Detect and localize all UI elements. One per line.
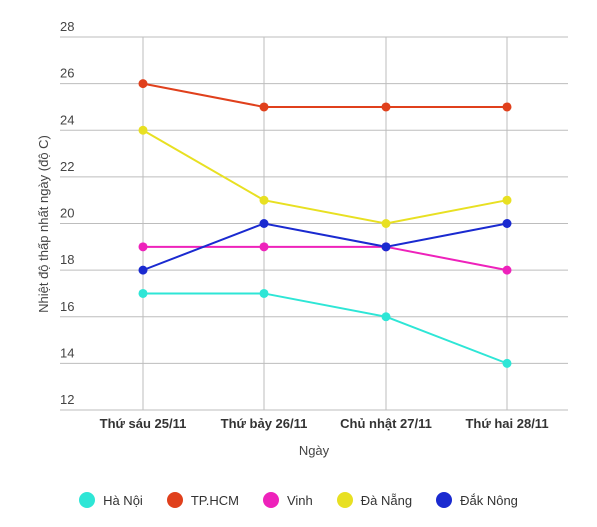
data-point bbox=[502, 195, 512, 205]
legend-item: Vinh bbox=[262, 492, 313, 508]
y-tick-label: 20 bbox=[60, 206, 74, 221]
gridlines bbox=[60, 36, 568, 411]
legend-item: Hà Nội bbox=[79, 492, 143, 508]
x-tick-label: Chủ nhật 27/11 bbox=[340, 416, 432, 431]
data-point bbox=[381, 102, 391, 112]
y-tick-label: 22 bbox=[60, 159, 74, 174]
legend-marker bbox=[79, 492, 96, 508]
legend-label: Hà Nội bbox=[103, 492, 143, 508]
legend-marker bbox=[436, 492, 453, 508]
data-point bbox=[381, 219, 391, 228]
x-axis-label: Ngày bbox=[299, 443, 330, 458]
data-point bbox=[381, 242, 391, 252]
series-line bbox=[143, 292, 508, 365]
data-point bbox=[138, 125, 148, 135]
data-point bbox=[138, 79, 148, 89]
line-chart: 12 14 16 18 20 22 24 26 28 Thứ sáu 25/11 Thứ bảy … bbox=[36, 19, 568, 458]
x-tick-label: Thứ sáu 25/11 bbox=[100, 416, 187, 431]
series-line bbox=[142, 82, 507, 108]
y-tick-label: 12 bbox=[60, 392, 74, 407]
y-tick-label: 18 bbox=[60, 252, 74, 267]
data-point bbox=[502, 358, 512, 368]
y-tick-label: 14 bbox=[60, 345, 74, 360]
y-tick-label: 16 bbox=[60, 299, 74, 314]
x-tick-label: Thứ hai 28/11 bbox=[465, 416, 548, 431]
series-lines bbox=[142, 82, 508, 365]
legend-label: TP.HCM bbox=[190, 492, 239, 508]
y-tick-label: 26 bbox=[60, 66, 74, 81]
data-point bbox=[502, 219, 512, 228]
legend-item: Đà Nẵng bbox=[336, 492, 413, 508]
legend-label: Đà Nẵng bbox=[360, 492, 413, 508]
data-point bbox=[138, 265, 148, 275]
y-axis-label: Nhiệt độ thấp nhất ngày (độ C) bbox=[36, 135, 51, 313]
series-line bbox=[143, 245, 508, 272]
legend-label: Đắk Nông bbox=[460, 492, 518, 508]
series-line bbox=[142, 129, 508, 225]
data-point bbox=[259, 195, 269, 205]
legend-marker bbox=[262, 492, 279, 508]
legend-item: Đắk Nông bbox=[436, 492, 518, 508]
data-point bbox=[259, 288, 269, 298]
legend-marker bbox=[166, 492, 183, 508]
data-point bbox=[259, 219, 269, 228]
x-tick-label: Thứ bảy 26/11 bbox=[221, 416, 308, 431]
data-point bbox=[138, 288, 148, 298]
y-tick-labels: 12 14 16 18 20 22 24 26 28 bbox=[60, 19, 74, 407]
series-line bbox=[142, 222, 508, 272]
y-tick-label: 24 bbox=[60, 112, 74, 127]
x-tick-labels: Thứ sáu 25/11 Thứ bảy 26/11 Chủ nhật 27/11… bbox=[100, 416, 549, 431]
y-tick-label: 28 bbox=[60, 19, 74, 34]
legend: Hà Nội TP.HCM Vinh Đà Nẵng Đắk Nông bbox=[0, 487, 597, 513]
data-point bbox=[502, 265, 512, 275]
series-points bbox=[138, 79, 512, 368]
data-point bbox=[259, 102, 269, 112]
legend-item: TP.HCM bbox=[166, 492, 239, 508]
legend-label: Vinh bbox=[286, 492, 313, 508]
data-point bbox=[259, 242, 269, 252]
data-point bbox=[502, 102, 512, 112]
data-point bbox=[138, 242, 148, 252]
legend-marker bbox=[336, 492, 353, 508]
data-point bbox=[381, 312, 391, 322]
